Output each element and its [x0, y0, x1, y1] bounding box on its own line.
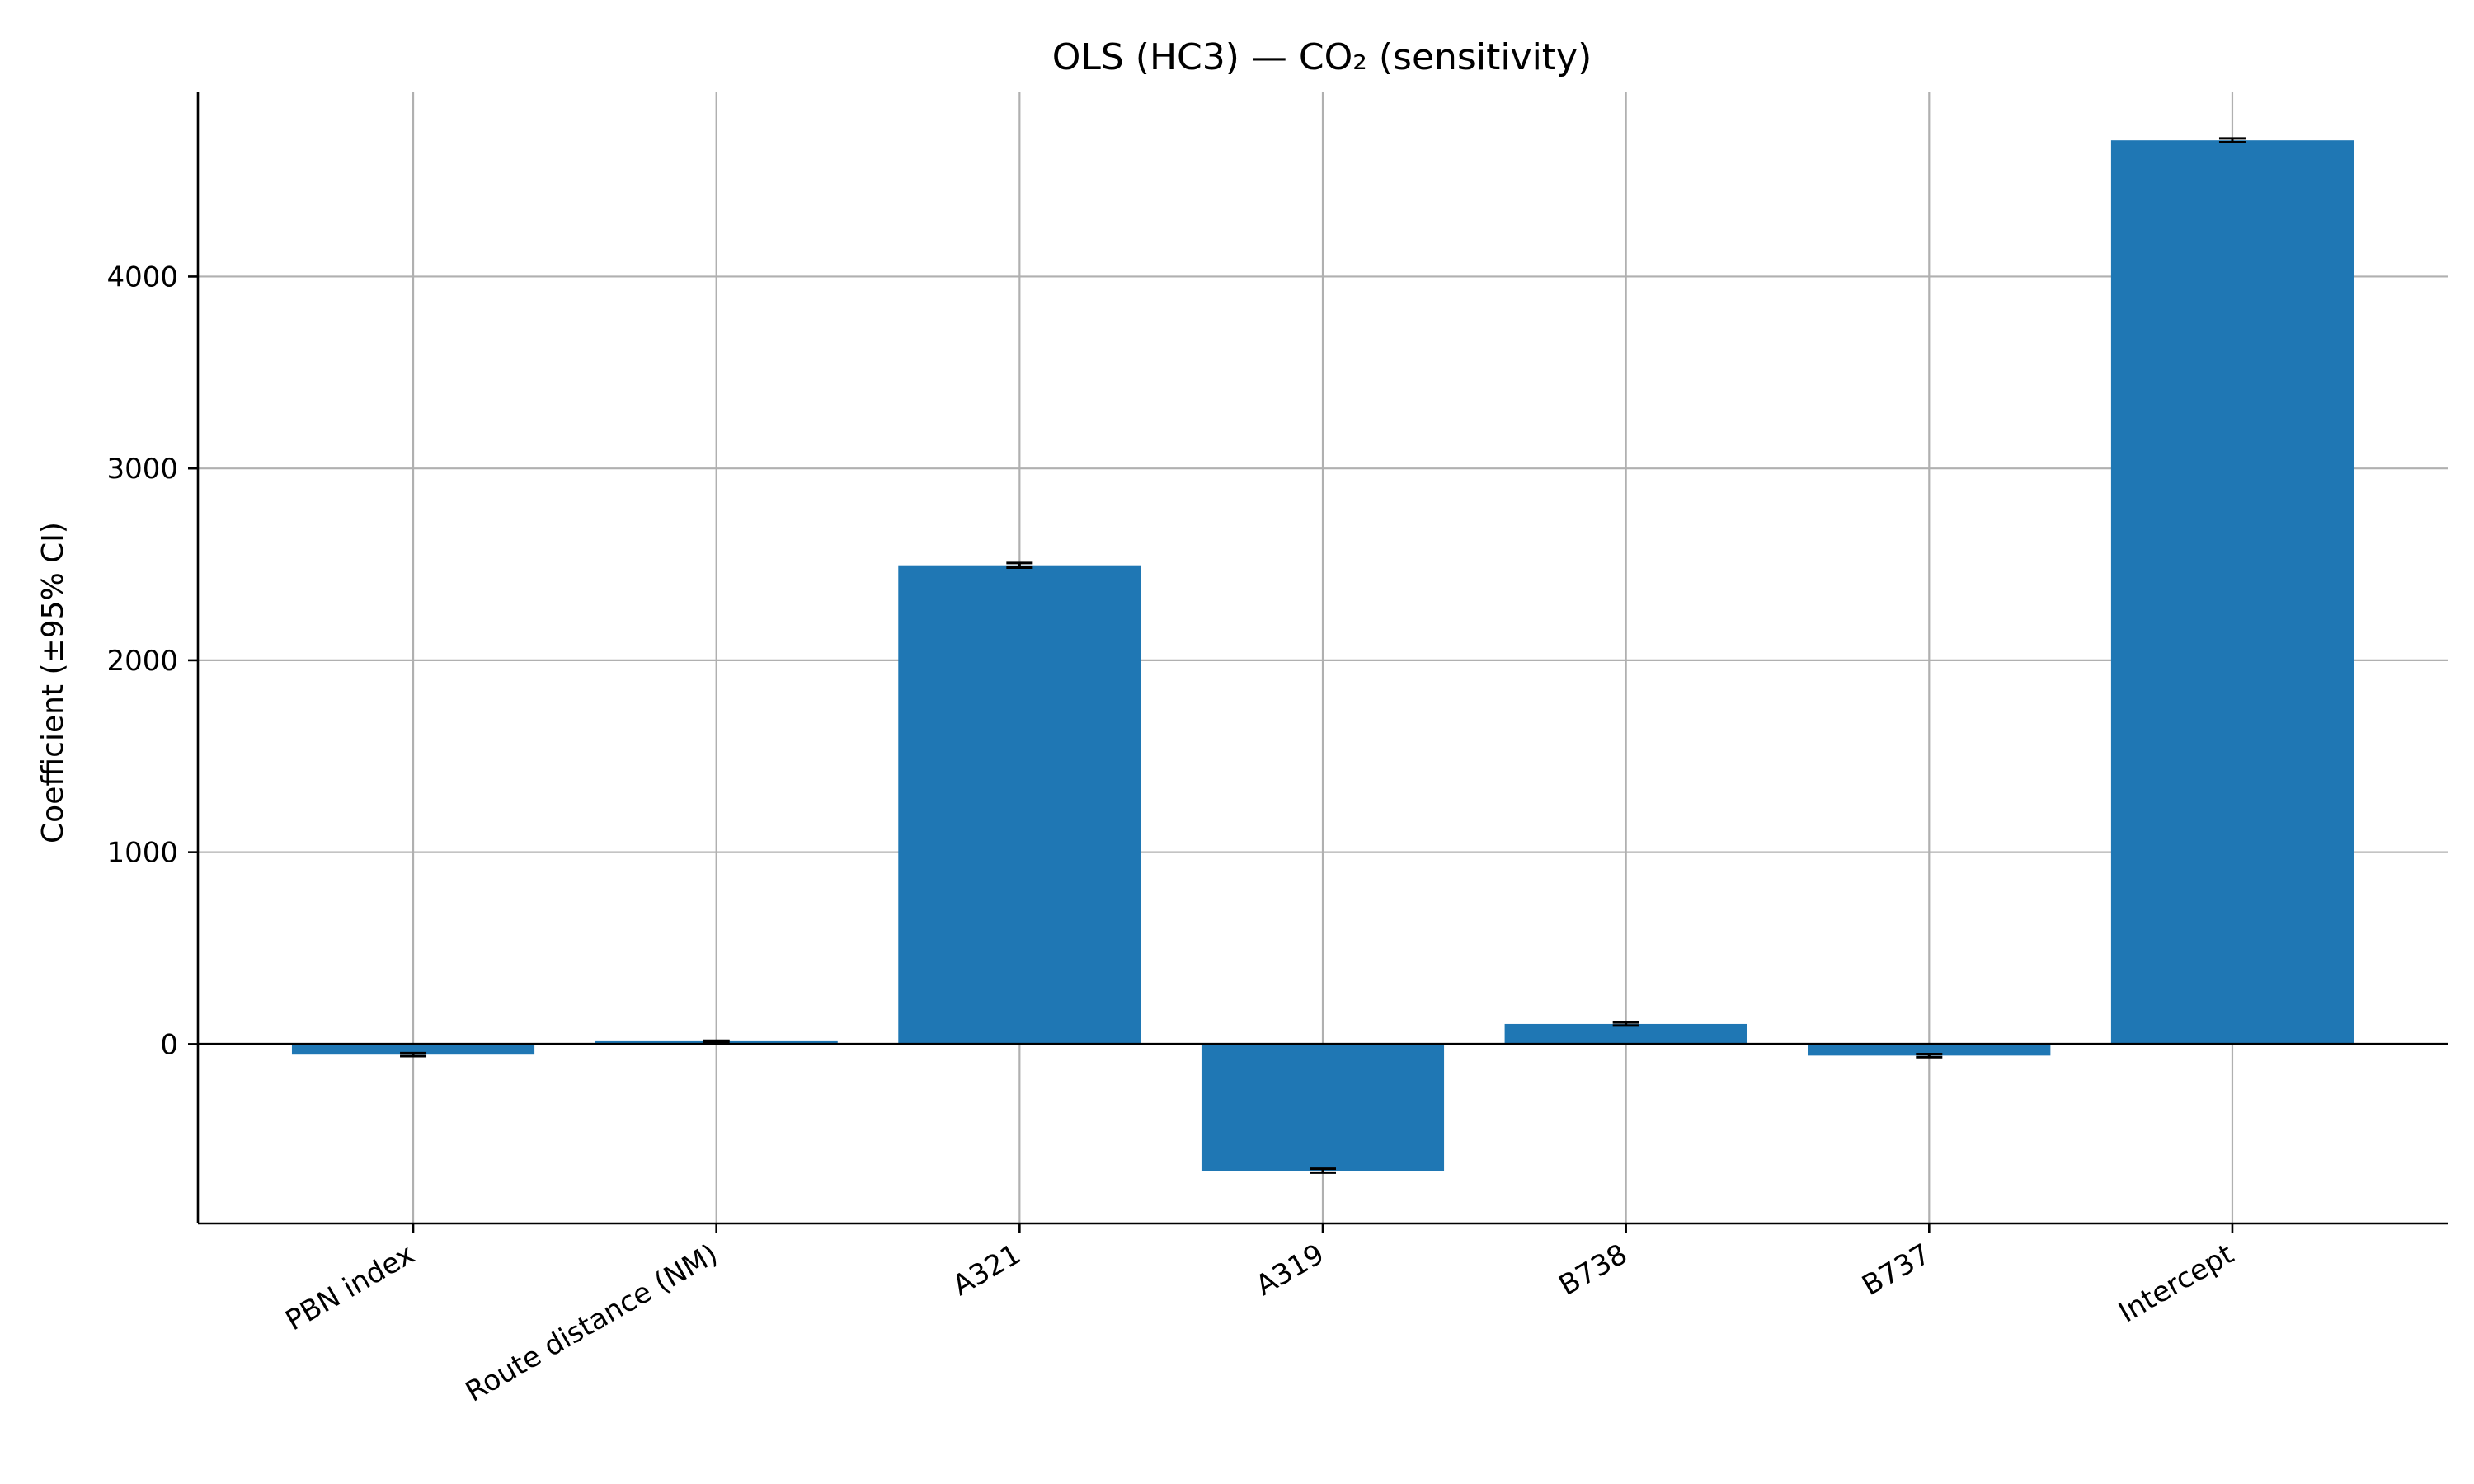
y-tick-label: 0: [160, 1028, 178, 1061]
bar-b737: [1808, 1044, 2051, 1056]
bar-b738: [1504, 1023, 1747, 1045]
bar-layer: [291, 137, 2354, 1174]
x-tick-label: B738: [1554, 1237, 1633, 1303]
x-tick-label: A319: [1250, 1237, 1329, 1303]
bar-a321: [898, 565, 1141, 1045]
bar-a319: [1201, 1044, 1445, 1171]
y-tick-label: 3000: [106, 453, 178, 486]
y-tick-label: 4000: [106, 261, 178, 294]
y-axis-label: Coefficient (±95% CI): [36, 522, 70, 843]
y-tick-label: 2000: [106, 645, 178, 678]
bar-intercept: [2110, 140, 2354, 1045]
axis-layer: 0 1000 2000 3000 4000 PBN index Route distance…: [106, 92, 2448, 1409]
x-tick-label: Route distance (NM): [460, 1237, 723, 1408]
chart-title: OLS (HC3) — CO₂ (sensitivity): [1052, 36, 1592, 78]
x-tick-label: A321: [947, 1237, 1026, 1303]
x-tick-label: PBN index: [280, 1237, 421, 1337]
bar-pbn-index: [291, 1044, 535, 1055]
x-tick-label: Intercept: [2113, 1237, 2239, 1329]
x-tick-label: B737: [1856, 1237, 1935, 1303]
y-tick-label: 1000: [106, 837, 178, 870]
